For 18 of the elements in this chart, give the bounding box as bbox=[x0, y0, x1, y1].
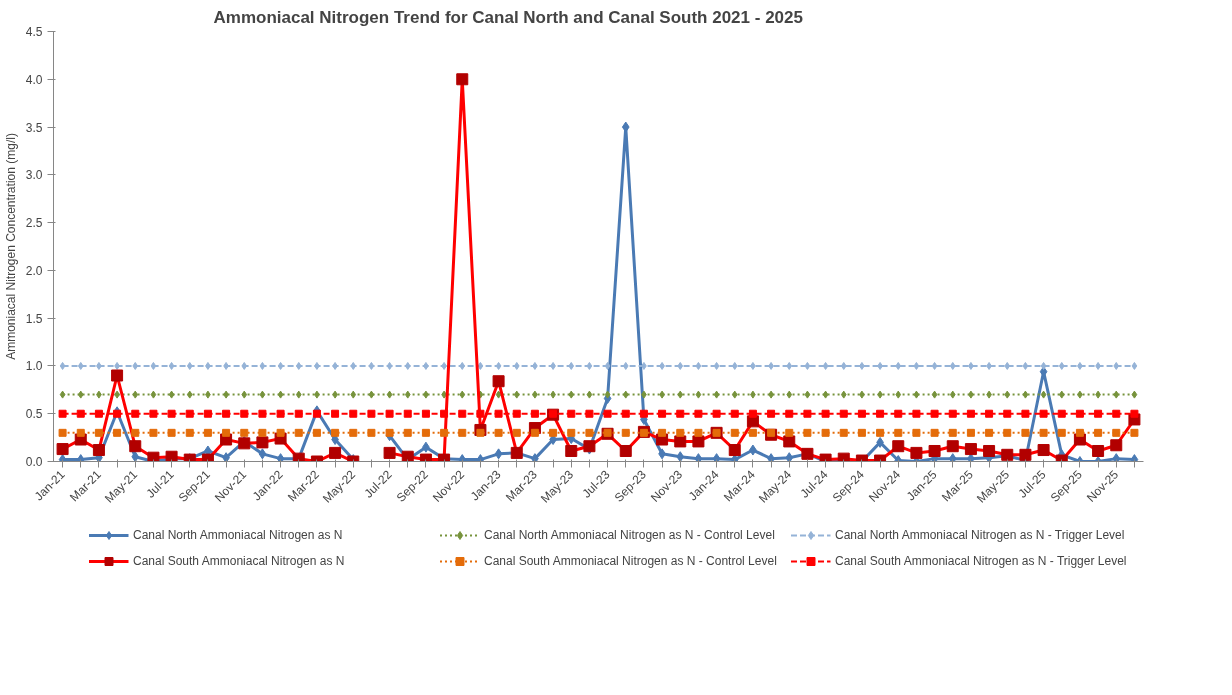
chart-title: Ammoniacal Nitrogen Trend for Canal North and Canal South 2021 - 2025 bbox=[213, 7, 803, 27]
legend-label: Canal South Ammoniacal Nitrogen as N - Control Level bbox=[484, 554, 778, 568]
y-tick-label: 2.0 bbox=[25, 263, 43, 278]
legend-label: Canal North Ammoniacal Nitrogen as N - Trigger Level bbox=[835, 528, 1126, 542]
y-tick-label: 1.0 bbox=[25, 359, 43, 374]
y-tick-label: 0.0 bbox=[25, 455, 43, 469]
legend-label: Canal South Ammoniacal Nitrogen as N - Trigger Level bbox=[835, 554, 1128, 568]
legend-label: Canal North Ammoniacal Nitrogen as N bbox=[133, 528, 344, 542]
y-tick-label: 3.5 bbox=[25, 120, 43, 135]
y-tick-label: 4.5 bbox=[25, 25, 43, 39]
legend-label: Canal North Ammoniacal Nitrogen as N - Control Level bbox=[484, 528, 776, 542]
y-tick-label: 3.0 bbox=[25, 168, 43, 183]
y-tick-label: 2.5 bbox=[25, 216, 43, 231]
y-tick-label: 1.5 bbox=[25, 311, 43, 326]
y-tick-label: 0.5 bbox=[25, 407, 43, 422]
y-tick-label: 4.0 bbox=[25, 72, 43, 87]
y-axis-title: Ammoniacal Nitrogen Concentration (mg/l) bbox=[3, 133, 18, 360]
legend-label: Canal South Ammoniacal Nitrogen as N bbox=[133, 554, 346, 568]
